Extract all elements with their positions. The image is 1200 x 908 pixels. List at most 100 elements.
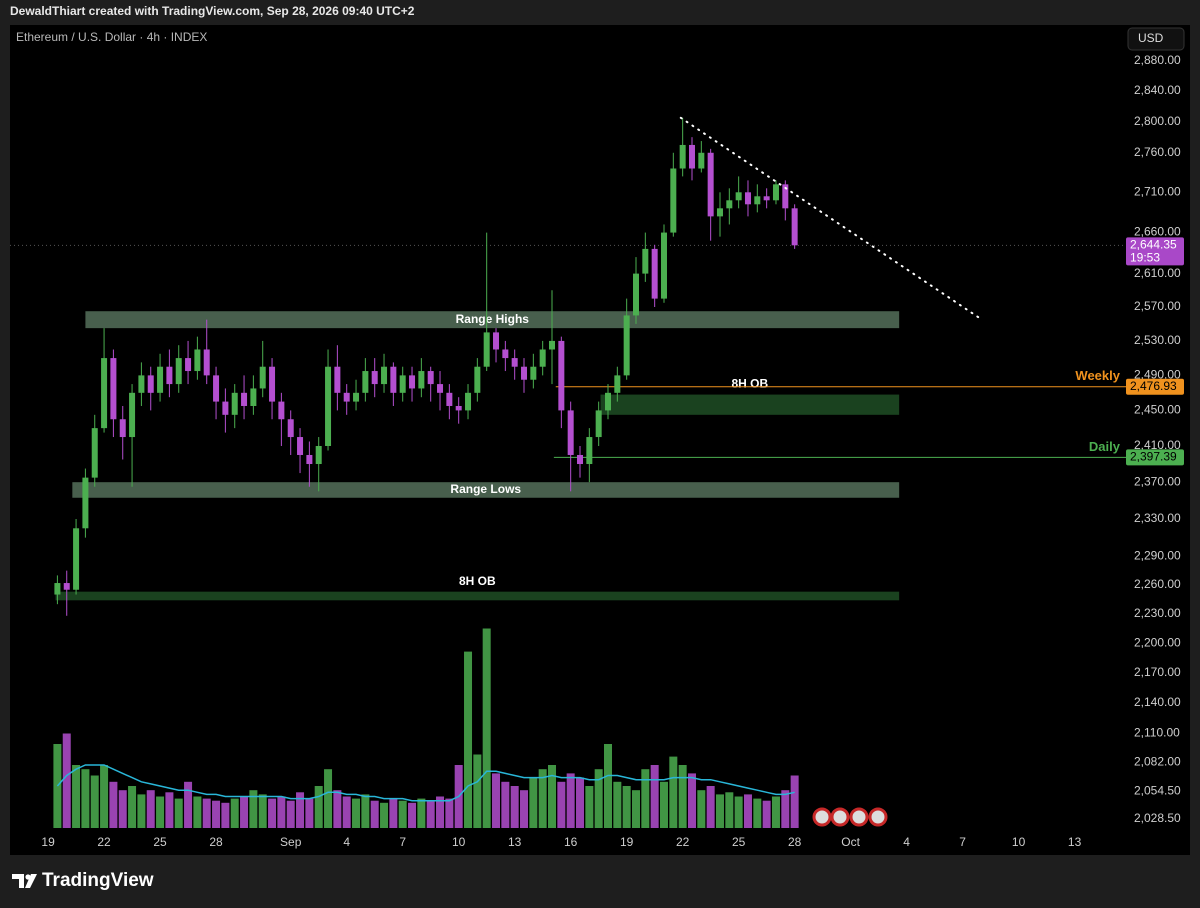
candle-body — [791, 208, 798, 246]
x-tick-label: 4 — [343, 835, 350, 849]
volume-bar — [585, 786, 594, 828]
candle-body — [763, 196, 770, 201]
candle-body — [241, 392, 248, 406]
volume-bar — [743, 794, 752, 828]
volume-bar — [137, 794, 146, 828]
event-flag[interactable] — [830, 807, 850, 827]
price-tag-label: 2,397.39 — [1130, 450, 1177, 464]
candle-body — [82, 477, 89, 529]
y-tick-label: 2,660.00 — [1134, 225, 1181, 239]
currency-button[interactable] — [1127, 27, 1185, 51]
volume-bar — [538, 769, 547, 828]
event-flag[interactable] — [812, 807, 832, 827]
logo-icon — [12, 874, 24, 888]
candle-body — [605, 392, 612, 411]
candle-body — [455, 405, 462, 411]
candle-body — [325, 366, 332, 446]
candle-body — [465, 392, 472, 411]
candle-body — [679, 144, 686, 169]
volume-bar — [174, 798, 183, 828]
volume-bar — [492, 773, 501, 828]
candle-body — [614, 375, 621, 393]
volume-bar — [426, 800, 435, 828]
event-flag[interactable] — [849, 807, 869, 827]
candle-body — [101, 358, 108, 429]
volume-bar — [734, 796, 743, 828]
volume-bar — [221, 802, 230, 828]
candle-body — [483, 332, 490, 367]
event-flag[interactable] — [868, 807, 888, 827]
last-price-label: 2,644.35 — [1130, 238, 1177, 252]
logo-icon — [25, 874, 37, 888]
candle-body — [772, 184, 779, 201]
volume-bar — [436, 796, 445, 828]
y-tick-label: 2,028.50 — [1134, 811, 1181, 825]
volume-ma-line — [56, 764, 795, 802]
volume-bar — [613, 781, 622, 828]
volume-bar — [781, 790, 790, 828]
y-tick-label: 2,330.00 — [1134, 511, 1181, 525]
x-tick-label: 10 — [1012, 835, 1026, 849]
volume-bar — [296, 792, 305, 828]
candle-body — [716, 208, 723, 217]
candle-body — [577, 454, 584, 465]
x-tick-label: 7 — [959, 835, 966, 849]
y-tick-label: 2,570.00 — [1134, 299, 1181, 313]
volume-bar — [771, 796, 780, 828]
chart-panel — [10, 25, 1190, 855]
volume-bar — [146, 790, 155, 828]
volume-bar — [240, 796, 249, 828]
candle-body — [222, 401, 229, 415]
candle-body — [651, 248, 658, 299]
candle-body — [698, 152, 705, 169]
candle-body — [623, 315, 630, 376]
countdown-label: 19:53 — [1130, 251, 1160, 265]
volume-bar — [81, 769, 90, 828]
volume-bar — [417, 798, 426, 828]
candle-body — [567, 410, 574, 455]
volume-bar — [604, 744, 613, 828]
volume-bar — [184, 781, 193, 828]
x-tick-label: 28 — [209, 835, 223, 849]
x-tick-label: 19 — [41, 835, 55, 849]
volume-bar — [212, 800, 221, 828]
candle-body — [399, 375, 406, 393]
candle-body — [707, 152, 714, 217]
volume-bar — [342, 796, 351, 828]
volume-bar — [118, 790, 127, 828]
volume-bar — [165, 792, 174, 828]
y-tick-label: 2,800.00 — [1134, 114, 1181, 128]
candle-body — [63, 583, 70, 590]
volume-bar — [631, 790, 640, 828]
y-tick-label: 2,880.00 — [1134, 53, 1181, 67]
candle-body — [157, 366, 164, 393]
volume-bar — [389, 798, 398, 828]
volume-bar — [687, 773, 696, 828]
volume-bar — [790, 775, 799, 828]
candle-body — [194, 349, 201, 372]
candle-body — [297, 437, 304, 455]
y-tick-label: 2,450.00 — [1134, 403, 1181, 417]
volume-bar — [520, 790, 529, 828]
candle-body — [539, 349, 546, 367]
volume-bar — [408, 802, 417, 828]
volume-bar — [706, 786, 715, 828]
candle-body — [437, 384, 444, 393]
level-label: Weekly — [1075, 368, 1120, 383]
zone — [85, 311, 900, 329]
y-tick-label: 2,710.00 — [1134, 184, 1181, 198]
volume-bar — [324, 769, 333, 828]
volume-bar — [725, 792, 734, 828]
candle-body — [595, 410, 602, 438]
candle-body — [530, 366, 537, 380]
volume-bar — [445, 798, 454, 828]
volume-bar — [277, 796, 286, 828]
zone — [72, 482, 900, 498]
volume-bar — [641, 769, 650, 828]
volume-bar — [650, 765, 659, 828]
volume-bar — [128, 786, 137, 828]
volume-bar — [333, 790, 342, 828]
candle-body — [73, 528, 80, 590]
volume-bar — [464, 651, 473, 828]
y-tick-label: 2,260.00 — [1134, 577, 1181, 591]
